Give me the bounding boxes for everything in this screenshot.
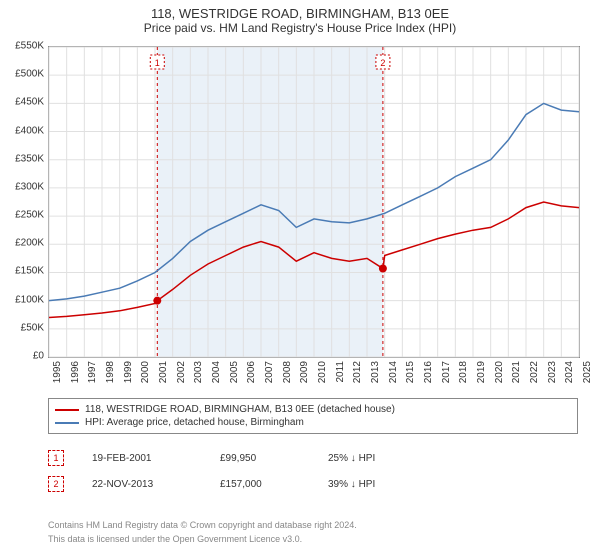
footnote-licence: This data is licensed under the Open Gov… — [48, 534, 578, 544]
y-tick-label: £500K — [0, 69, 44, 80]
y-tick-label: £550K — [0, 41, 44, 52]
y-tick-label: £450K — [0, 97, 44, 108]
x-tick-label: 1996 — [70, 361, 74, 383]
legend-label: 118, WESTRIDGE ROAD, BIRMINGHAM, B13 0EE… — [85, 404, 395, 415]
svg-text:2: 2 — [380, 58, 385, 68]
y-tick-label: £400K — [0, 125, 44, 136]
x-tick-label: 2008 — [282, 361, 286, 383]
chart-container: 118, WESTRIDGE ROAD, BIRMINGHAM, B13 0EE… — [0, 0, 600, 560]
x-tick-label: 1997 — [87, 361, 91, 383]
x-tick-label: 1995 — [52, 361, 56, 383]
x-tick-label: 2006 — [246, 361, 250, 383]
legend-item: 118, WESTRIDGE ROAD, BIRMINGHAM, B13 0EE… — [55, 403, 571, 416]
marker-row: 1 19-FEB-2001 £99,950 25% ↓ HPI — [48, 450, 578, 466]
x-tick-label: 1998 — [105, 361, 109, 383]
legend-item: HPI: Average price, detached house, Birm… — [55, 416, 571, 429]
x-tick-label: 2013 — [370, 361, 374, 383]
x-tick-label: 2014 — [388, 361, 392, 383]
x-tick-label: 2004 — [211, 361, 215, 383]
legend-swatch — [55, 422, 79, 424]
x-tick-label: 2023 — [547, 361, 551, 383]
x-tick-label: 2000 — [140, 361, 144, 383]
marker-date: 19-FEB-2001 — [92, 453, 192, 464]
x-tick-label: 2015 — [405, 361, 409, 383]
x-tick-label: 2001 — [158, 361, 162, 383]
marker-number-box: 2 — [48, 476, 64, 492]
x-tick-label: 2007 — [264, 361, 268, 383]
y-tick-label: £150K — [0, 266, 44, 277]
marker-price: £99,950 — [220, 453, 300, 464]
marker-price: £157,000 — [220, 479, 300, 490]
x-tick-label: 2017 — [441, 361, 445, 383]
x-tick-label: 2016 — [423, 361, 427, 383]
x-tick-label: 2021 — [511, 361, 515, 383]
x-tick-label: 2020 — [494, 361, 498, 383]
x-tick-label: 2010 — [317, 361, 321, 383]
chart-svg: 12 — [49, 47, 579, 357]
y-tick-label: £200K — [0, 238, 44, 249]
legend-swatch — [55, 409, 79, 411]
x-tick-label: 2003 — [193, 361, 197, 383]
y-tick-label: £50K — [0, 322, 44, 333]
y-tick-label: £0 — [0, 351, 44, 362]
y-tick-label: £300K — [0, 181, 44, 192]
x-tick-label: 2019 — [476, 361, 480, 383]
x-tick-label: 2009 — [299, 361, 303, 383]
y-tick-label: £100K — [0, 294, 44, 305]
chart-subtitle: Price paid vs. HM Land Registry's House … — [0, 21, 600, 39]
legend-box: 118, WESTRIDGE ROAD, BIRMINGHAM, B13 0EE… — [48, 398, 578, 434]
footnote-copyright: Contains HM Land Registry data © Crown c… — [48, 520, 578, 530]
legend-label: HPI: Average price, detached house, Birm… — [85, 417, 304, 428]
x-tick-label: 2022 — [529, 361, 533, 383]
y-tick-label: £250K — [0, 210, 44, 221]
marker-delta: 39% ↓ HPI — [328, 479, 375, 490]
x-tick-label: 2002 — [176, 361, 180, 383]
x-tick-label: 2012 — [352, 361, 356, 383]
x-tick-label: 1999 — [123, 361, 127, 383]
x-tick-label: 2011 — [335, 361, 339, 383]
x-tick-label: 2025 — [582, 361, 586, 383]
marker-date: 22-NOV-2013 — [92, 479, 192, 490]
chart-title: 118, WESTRIDGE ROAD, BIRMINGHAM, B13 0EE — [0, 0, 600, 21]
x-tick-label: 2018 — [458, 361, 462, 383]
marker-number-box: 1 — [48, 450, 64, 466]
svg-text:1: 1 — [155, 58, 160, 68]
y-tick-label: £350K — [0, 153, 44, 164]
x-tick-label: 2005 — [229, 361, 233, 383]
chart-plot-area: 12 1995199619971998199920002001200220032… — [48, 46, 580, 358]
marker-delta: 25% ↓ HPI — [328, 453, 375, 464]
marker-row: 2 22-NOV-2013 £157,000 39% ↓ HPI — [48, 476, 578, 492]
x-tick-label: 2024 — [564, 361, 568, 383]
